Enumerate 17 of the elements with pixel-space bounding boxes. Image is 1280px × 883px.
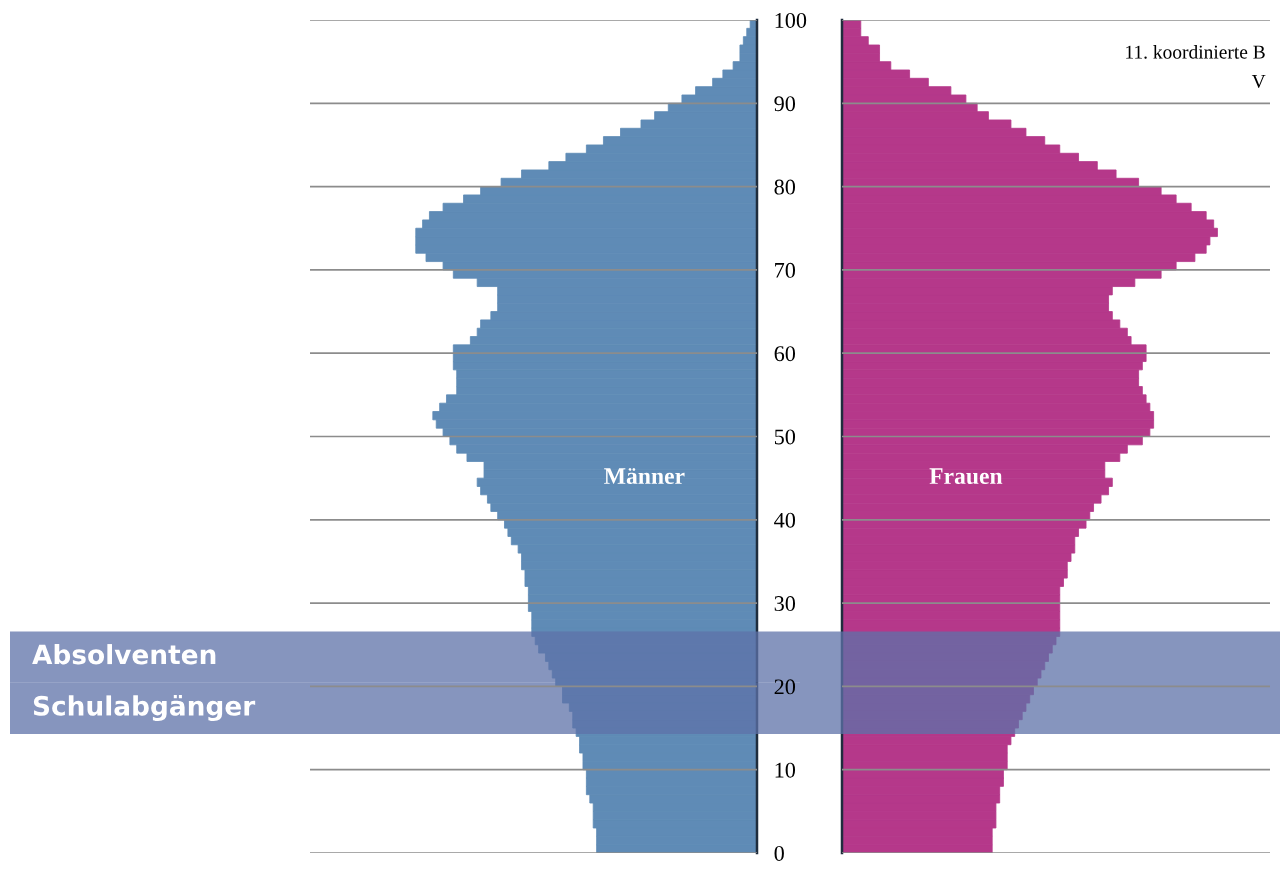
y-tick-label: 100: [775, 12, 807, 28]
y-tick-label: 70: [775, 262, 796, 278]
y-tick-label: 10: [775, 762, 796, 778]
y-tick-label: 20: [774, 679, 796, 695]
y-tick-label: 50: [774, 429, 796, 445]
text: V: [1251, 74, 1266, 88]
y-tick-label: 0: [774, 845, 784, 861]
y-tick-label: 90: [774, 96, 796, 112]
band-label: Schulabgänger: [33, 695, 256, 722]
y-tick-label: 60: [774, 346, 796, 362]
y-tick-label: 30: [774, 596, 796, 612]
annotation: 11. koordinierte B: [1126, 44, 1265, 59]
y-tick-label: 80: [774, 179, 796, 195]
band-label: Absolventen: [32, 644, 216, 665]
series-label: Männer: [604, 468, 685, 485]
series-label: Frauen: [929, 468, 1003, 485]
y-tick-label: 40: [774, 512, 796, 528]
